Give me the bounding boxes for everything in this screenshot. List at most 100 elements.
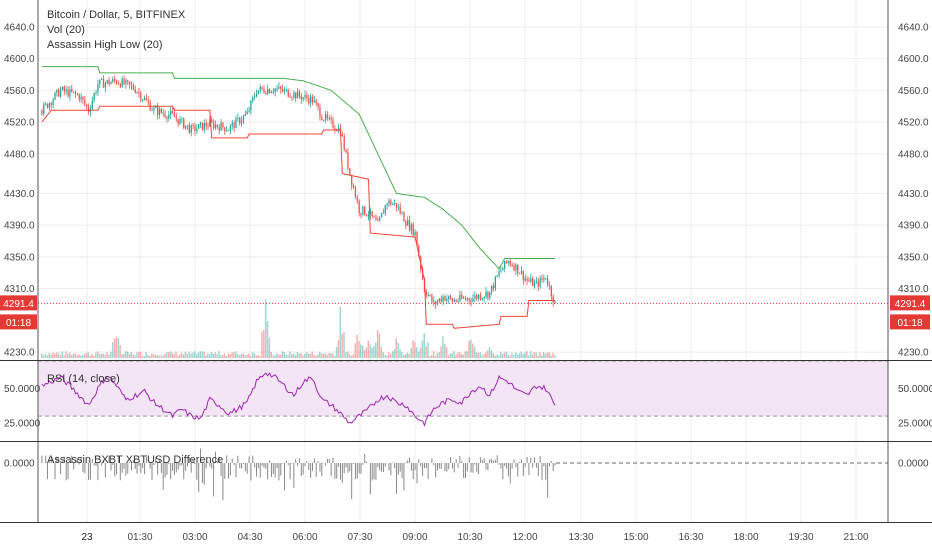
candle-body <box>367 215 370 217</box>
volume-bar <box>110 351 112 358</box>
candle-body <box>207 126 209 128</box>
volume-bar <box>167 352 170 358</box>
volume-bar <box>244 355 246 358</box>
volume-bar <box>416 347 418 358</box>
volume-bar <box>268 338 271 358</box>
candle-body <box>58 89 60 97</box>
volume-bar <box>143 355 146 358</box>
volume-bar <box>46 355 49 358</box>
candle-body <box>354 187 357 198</box>
volume-bar <box>438 351 440 358</box>
volume-bar <box>300 352 302 358</box>
rsi-tick-left: 50.0000 <box>4 384 41 395</box>
rsi-label[interactable]: RSI (14, close) <box>47 373 120 385</box>
volume-bar <box>337 339 340 358</box>
candle-body <box>128 81 131 85</box>
candle-body <box>281 88 284 92</box>
candle-body <box>360 213 362 215</box>
volume-bar <box>41 353 43 358</box>
volume-bar <box>345 352 347 358</box>
volume-bar <box>59 355 62 358</box>
candle-body <box>364 206 366 215</box>
volume-bar <box>72 353 75 358</box>
candle-body <box>190 125 192 133</box>
grid <box>38 0 888 522</box>
volume-bar <box>332 353 334 358</box>
diff-label[interactable]: Assassin BXBT XBTUSD Difference <box>47 454 224 466</box>
volume-bar <box>238 355 241 358</box>
volume-bar <box>320 353 323 358</box>
candle-body <box>319 107 321 118</box>
candle-body <box>48 103 51 108</box>
volume-bar <box>520 351 523 358</box>
volume-bar <box>186 353 189 358</box>
candle-body <box>434 301 437 305</box>
volume-bar <box>457 352 459 358</box>
volume-bar <box>546 352 549 358</box>
diff-pane <box>41 448 888 501</box>
candle-body <box>306 95 308 99</box>
candle-body <box>97 84 99 93</box>
candle-body <box>300 96 302 100</box>
candle-body <box>442 296 444 302</box>
volume-bar <box>384 354 386 358</box>
candle-body <box>69 89 71 97</box>
candle-body <box>433 301 435 303</box>
candle-body <box>296 91 299 99</box>
candle-body <box>405 221 407 226</box>
candle-body <box>377 220 379 222</box>
volume-bar <box>52 352 54 358</box>
candle-body <box>99 79 101 85</box>
candle-body <box>492 285 495 289</box>
volume-bar <box>190 353 192 358</box>
volume-bar <box>414 342 416 358</box>
volume-bar <box>537 355 539 358</box>
indicator-label[interactable]: Assassin High Low (20) <box>47 39 163 51</box>
candle-body <box>520 270 523 274</box>
candle-body <box>224 127 226 132</box>
x-tick-label: 04:30 <box>237 532 262 543</box>
volume-bar <box>162 355 164 358</box>
candle-body <box>304 95 306 98</box>
volume-bar <box>339 307 342 358</box>
volume-bar <box>542 351 545 358</box>
x-tick-label: 06:00 <box>292 532 317 543</box>
volume-bar <box>214 352 216 358</box>
candle-body <box>533 281 536 286</box>
volume-bar <box>492 353 495 358</box>
volume-bar <box>55 352 58 358</box>
candle-body <box>52 99 54 105</box>
volume-bar <box>179 354 181 358</box>
volume-bar <box>141 355 144 358</box>
candle-body <box>390 200 392 205</box>
volume-bar <box>205 355 207 358</box>
candle-body <box>259 86 261 91</box>
volume-bar <box>511 352 513 358</box>
volume-bar <box>486 350 489 358</box>
candle-body <box>550 285 552 297</box>
volume-bar <box>421 340 424 358</box>
candle-body <box>537 281 539 287</box>
volume-bar <box>455 354 457 358</box>
volume-bar <box>535 352 537 358</box>
volume-bar <box>361 345 364 358</box>
volume-bar <box>309 353 312 358</box>
volume-bar <box>402 354 405 358</box>
volume-bar <box>61 351 63 358</box>
candle-body <box>472 298 474 302</box>
candle-body <box>546 278 549 286</box>
volume-bar <box>231 352 233 358</box>
rsi-tick-right: 50.0000 <box>898 384 932 395</box>
vol-label[interactable]: Vol (20) <box>47 24 85 36</box>
volume-bar <box>281 351 284 358</box>
volume-bar <box>427 342 429 358</box>
volume-bar <box>248 353 250 358</box>
symbol-title[interactable]: Bitcoin / Dollar, 5, BITFINEX <box>47 9 186 21</box>
candle-body <box>323 119 325 121</box>
candle-body <box>112 78 114 82</box>
candle-body <box>337 127 340 132</box>
candle-body <box>356 197 358 201</box>
candle-body <box>212 121 215 128</box>
volume-bar <box>399 349 401 358</box>
